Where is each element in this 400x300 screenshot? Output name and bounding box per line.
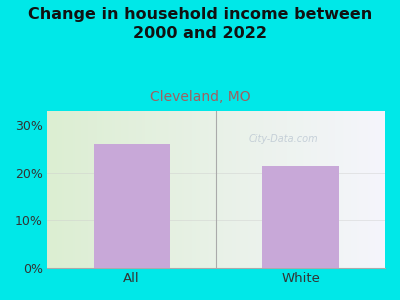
Bar [94,144,170,268]
Text: City-Data.com: City-Data.com [249,134,318,144]
Bar [262,166,338,268]
Text: Change in household income between
2000 and 2022: Change in household income between 2000 … [28,8,372,41]
Text: Cleveland, MO: Cleveland, MO [150,90,250,104]
